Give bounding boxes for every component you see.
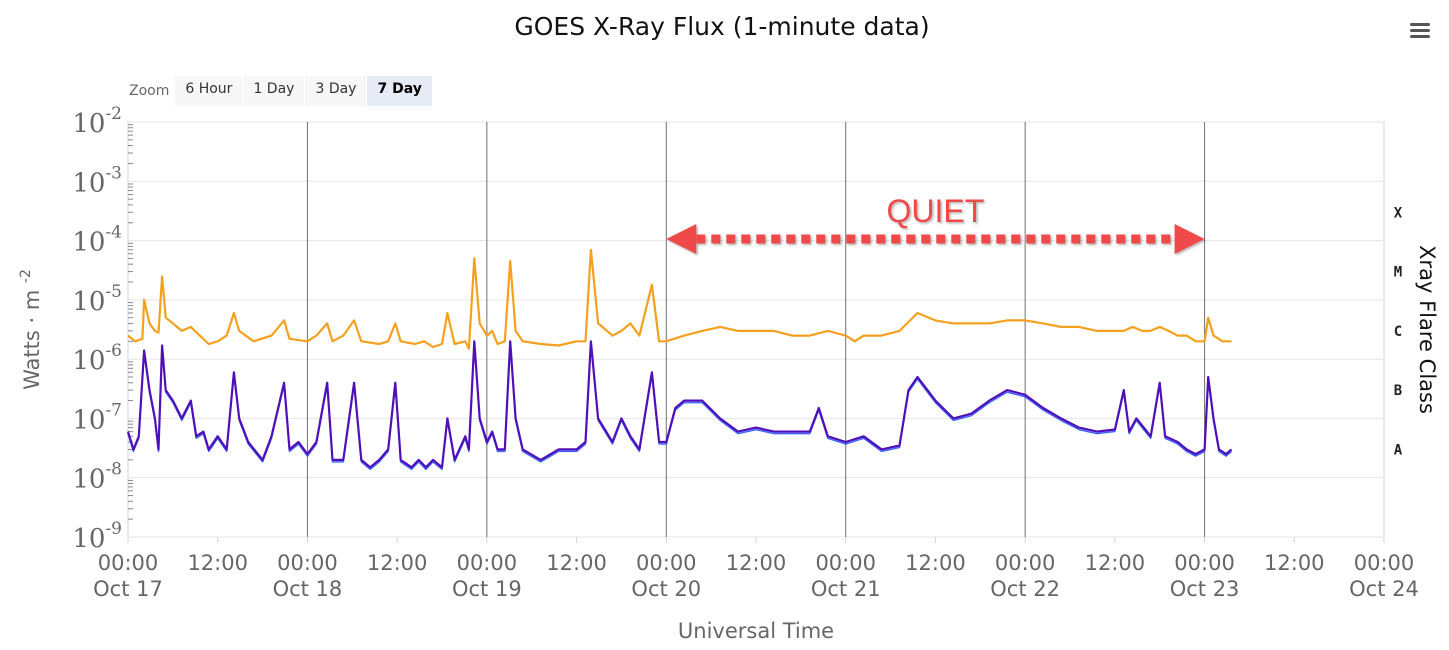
- x-tick-time: 00:00: [1354, 551, 1415, 575]
- y-tick-label: 10-5: [72, 282, 122, 317]
- x-tick-date: Oct 21: [811, 577, 881, 601]
- x-tick-time: 12:00: [726, 551, 787, 575]
- y-tick-label: 10-6: [72, 341, 122, 376]
- x-tick-time: 12:00: [187, 551, 248, 575]
- x-tick-time: 12:00: [1264, 551, 1325, 575]
- flare-class-label: A: [1394, 442, 1403, 458]
- x-tick-date: Oct 24: [1349, 577, 1419, 601]
- x-tick-time: 00:00: [277, 551, 338, 575]
- quiet-arrow-left-head: [666, 224, 697, 254]
- x-axis-label: Universal Time: [678, 619, 834, 643]
- quiet-label: QUIET: [887, 193, 985, 229]
- x-tick-date: Oct 23: [1170, 577, 1240, 601]
- x-tick-time: 00:00: [457, 551, 518, 575]
- zoom-7-day-button[interactable]: 7 Day: [367, 76, 432, 106]
- flare-class-label: B: [1394, 383, 1402, 399]
- y-tick-label: 10-7: [72, 400, 122, 435]
- series-line-short-alt: [127, 342, 1232, 471]
- x-tick-time: 12:00: [1085, 551, 1146, 575]
- x-tick-date: Oct 19: [452, 577, 522, 601]
- zoom-label: Zoom: [129, 83, 170, 99]
- x-tick-date: Oct 20: [631, 577, 701, 601]
- flare-class-label: X: [1394, 205, 1403, 221]
- zoom-1-day-button[interactable]: 1 Day: [243, 76, 305, 106]
- series-line-long: [127, 248, 1232, 350]
- series-line-short: [126, 340, 1233, 469]
- y-tick-label: 10-8: [72, 460, 122, 495]
- zoom-6-hour-button[interactable]: 6 Hour: [175, 76, 243, 106]
- zoom-bar: Zoom 6 Hour 1 Day 3 Day 7 Day: [129, 76, 433, 106]
- x-tick-time: 00:00: [636, 551, 697, 575]
- hamburger-menu-icon[interactable]: [1404, 18, 1434, 44]
- y2-axis-label: Xray Flare Class: [1415, 245, 1439, 414]
- zoom-3-day-button[interactable]: 3 Day: [305, 76, 367, 106]
- x-tick-time: 00:00: [1174, 551, 1235, 575]
- quiet-arrow-right-head: [1174, 224, 1205, 254]
- chart-title: GOES X-Ray Flux (1-minute data): [514, 12, 930, 41]
- x-tick-time: 12:00: [367, 551, 428, 575]
- x-tick-time: 12:00: [546, 551, 607, 575]
- flare-class-label: C: [1394, 324, 1402, 340]
- y-axis-label: Watts · m -2: [18, 269, 44, 390]
- y-tick-label: 10-3: [72, 163, 122, 198]
- x-tick-time: 12:00: [905, 551, 966, 575]
- x-tick-date: Oct 22: [990, 577, 1060, 601]
- y-tick-label: 10-2: [72, 104, 122, 139]
- x-tick-time: 00:00: [995, 551, 1056, 575]
- flare-class-label: M: [1394, 265, 1402, 281]
- y-tick-label: 10-9: [72, 519, 122, 554]
- plot-frame: [127, 121, 1385, 538]
- quiet-annotation: QUIET: [666, 193, 1205, 254]
- x-tick-time: 00:00: [815, 551, 876, 575]
- y-tick-label: 10-4: [72, 223, 122, 258]
- x-tick-date: Oct 18: [273, 577, 343, 601]
- x-tick-date: Oct 17: [93, 577, 163, 601]
- x-tick-time: 00:00: [98, 551, 159, 575]
